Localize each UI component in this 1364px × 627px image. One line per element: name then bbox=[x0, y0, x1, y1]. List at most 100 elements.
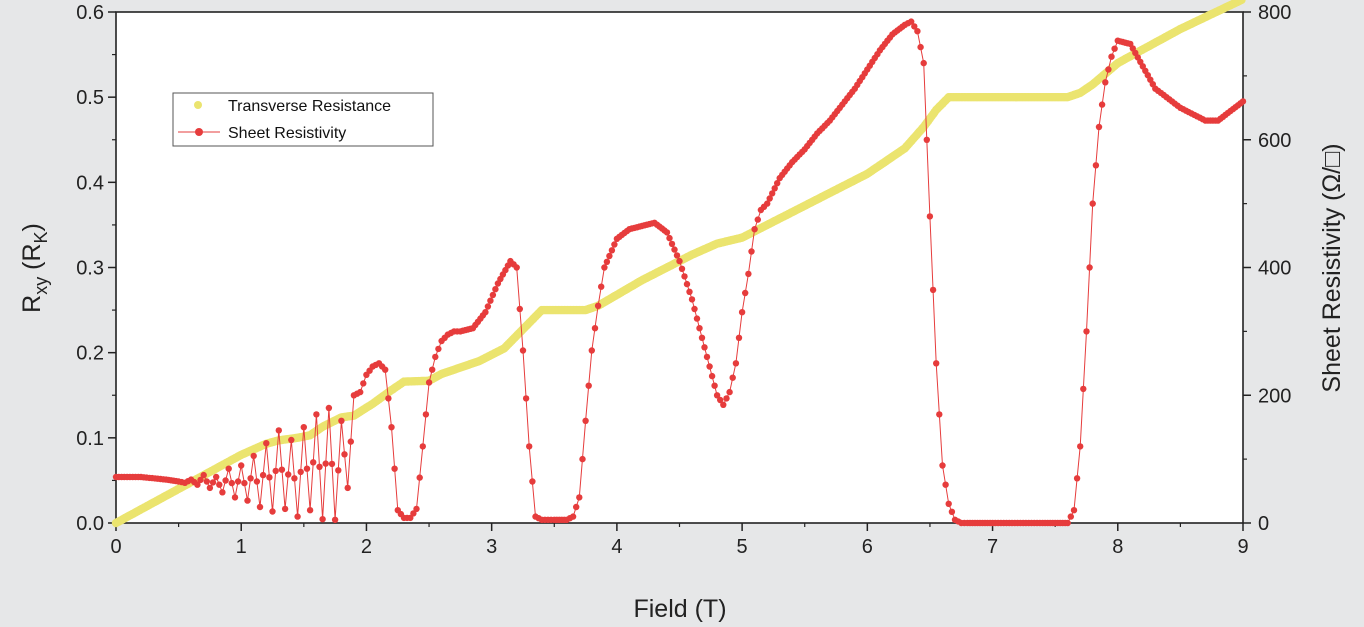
sheet-resistivity-point bbox=[300, 424, 307, 431]
sheet-resistivity-point bbox=[1080, 385, 1087, 393]
sheet-resistivity-point bbox=[344, 484, 351, 492]
sheet-resistivity-point bbox=[288, 436, 295, 444]
sheet-resistivity-point bbox=[766, 195, 773, 202]
sheet-resistivity-point bbox=[219, 489, 226, 496]
series-sheet-resistivity bbox=[112, 18, 1247, 527]
sheet-resistivity-point bbox=[194, 481, 201, 488]
sheet-resistivity-point bbox=[1092, 162, 1100, 169]
sheet-resistivity-point bbox=[269, 508, 276, 515]
sheet-resistivity-point bbox=[360, 380, 367, 387]
sheet-resistivity-point bbox=[678, 265, 686, 272]
sheet-resistivity-point bbox=[1067, 513, 1075, 520]
sheet-resistivity-point bbox=[410, 510, 417, 517]
sheet-resistivity-point bbox=[281, 505, 289, 513]
x-tick-label: 6 bbox=[862, 536, 873, 558]
sheet-resistivity-point bbox=[748, 248, 755, 255]
y-axis-title: Rxy (RK) bbox=[18, 223, 51, 313]
sheet-resistivity-point bbox=[671, 246, 678, 253]
sheet-resistivity-point bbox=[569, 513, 577, 520]
sheet-resistivity-point bbox=[241, 479, 248, 487]
sheet-resistivity-point bbox=[272, 467, 279, 475]
sheet-resistivity-point bbox=[231, 494, 239, 501]
sheet-resistivity-point bbox=[278, 466, 286, 473]
sheet-resistivity-point bbox=[945, 500, 952, 507]
sheet-resistivity-point bbox=[206, 484, 214, 492]
sheet-resistivity-point bbox=[911, 23, 918, 30]
sheet-resistivity-point bbox=[519, 347, 527, 354]
y2-tick-label: 400 bbox=[1258, 258, 1291, 280]
sheet-resistivity-point bbox=[1077, 443, 1084, 450]
sheet-resistivity-point bbox=[676, 257, 683, 265]
sheet-resistivity-point bbox=[735, 334, 743, 341]
sheet-resistivity-point bbox=[598, 283, 605, 290]
sheet-resistivity-point bbox=[413, 505, 420, 513]
sheet-resistivity-point bbox=[213, 473, 220, 481]
sheet-resistivity-point bbox=[1089, 200, 1096, 207]
sheet-resistivity-point bbox=[711, 382, 718, 389]
sheet-resistivity-point bbox=[487, 297, 494, 304]
y-tick-label: 0.4 bbox=[76, 172, 104, 194]
sheet-resistivity-point bbox=[391, 465, 398, 472]
x-tick-label: 1 bbox=[236, 536, 247, 558]
sheet-resistivity-point bbox=[1111, 45, 1118, 52]
sheet-resistivity-point bbox=[582, 417, 589, 424]
sheet-resistivity-point bbox=[234, 478, 242, 485]
legend-marker-transverse-resistance bbox=[194, 101, 202, 109]
sheet-resistivity-point bbox=[585, 382, 592, 389]
sheet-resistivity-point bbox=[489, 291, 497, 299]
sheet-resistivity-point bbox=[691, 305, 698, 313]
sheet-resistivity-point bbox=[1086, 264, 1093, 271]
sheet-resistivity-point bbox=[331, 516, 339, 523]
transverse-resistance-point bbox=[1237, 0, 1246, 5]
sheet-resistivity-point bbox=[1073, 475, 1081, 482]
sheet-resistivity-point bbox=[914, 28, 921, 35]
sheet-resistivity-point bbox=[717, 396, 724, 404]
sheet-resistivity-point bbox=[606, 252, 613, 260]
sheet-resistivity-point bbox=[325, 404, 333, 412]
sheet-resistivity-point bbox=[917, 43, 924, 51]
sheet-resistivity-point bbox=[686, 288, 693, 295]
sheet-resistivity-point bbox=[250, 452, 257, 460]
sheet-resistivity-point bbox=[1098, 101, 1106, 108]
legend: Transverse Resistance Sheet Resistivity bbox=[172, 92, 434, 147]
x-tick-label: 8 bbox=[1112, 536, 1123, 558]
sheet-resistivity-point bbox=[708, 372, 716, 380]
sheet-resistivity-point bbox=[706, 363, 713, 370]
sheet-resistivity-point bbox=[225, 465, 232, 472]
sheet-resistivity-point bbox=[200, 471, 207, 479]
sheet-resistivity-point bbox=[1083, 328, 1090, 335]
sheet-resistivity-point bbox=[513, 264, 520, 271]
sheet-resistivity-point bbox=[696, 325, 703, 332]
sheet-resistivity-point bbox=[732, 360, 740, 367]
sheet-resistivity-point bbox=[673, 252, 681, 259]
sheet-resistivity-point bbox=[338, 417, 345, 424]
x-tick-label: 9 bbox=[1237, 536, 1248, 558]
sheet-resistivity-point bbox=[432, 353, 439, 361]
sheet-resistivity-point bbox=[666, 234, 673, 242]
sheet-resistivity-point bbox=[313, 411, 320, 418]
sheet-resistivity-point bbox=[720, 401, 727, 408]
sheet-resistivity-point bbox=[683, 280, 691, 288]
sheet-resistivity-point bbox=[745, 270, 752, 278]
sheet-resistivity-point bbox=[259, 471, 267, 479]
legend-label-sheet-resistivity: Sheet Resistivity bbox=[228, 125, 346, 142]
y-tick-label: 0.5 bbox=[76, 87, 104, 109]
sheet-resistivity-point bbox=[1095, 123, 1103, 131]
sheet-resistivity-point bbox=[516, 305, 523, 313]
sheet-resistivity-point bbox=[588, 347, 595, 354]
legend-marker-sheet-resistivity bbox=[195, 128, 203, 136]
sheet-resistivity-point bbox=[713, 392, 721, 399]
sheet-resistivity-point bbox=[1102, 79, 1109, 86]
sheet-resistivity-point bbox=[726, 388, 733, 396]
sheet-resistivity-point bbox=[591, 325, 599, 332]
y-tick-label: 0.1 bbox=[76, 428, 104, 450]
sheet-resistivity-point bbox=[603, 258, 611, 265]
sheet-resistivity-point bbox=[197, 476, 204, 484]
y2-tick-label: 600 bbox=[1258, 130, 1291, 152]
ticks-layer: 0 1 2 3 4 5 6 7 8 9 0.0 0.1 0.2 0.3 0.4 0.5 0.6 0 200 400 60… bbox=[76, 2, 1291, 558]
y2-tick-label: 800 bbox=[1258, 2, 1291, 24]
sheet-resistivity-point bbox=[382, 366, 389, 373]
x-tick-label: 0 bbox=[110, 536, 121, 558]
sheet-resistivity-point bbox=[688, 296, 696, 303]
sheet-resistivity-point bbox=[1239, 98, 1247, 105]
